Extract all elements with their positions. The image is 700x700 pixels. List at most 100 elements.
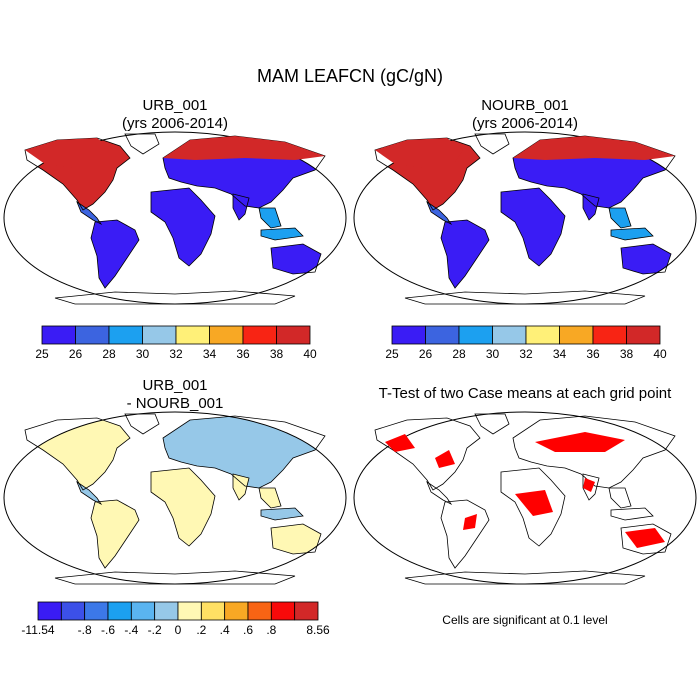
colorbar-swatch-urb-1: [75, 325, 110, 345]
colorbar-swatch-diff-9: [247, 601, 272, 621]
coastline-india-nourb: [582, 193, 600, 221]
colorbar-label-nourb-5: 34: [553, 347, 567, 361]
colorbar-swatch-diff-10: [270, 601, 296, 621]
significant-cells-2: [463, 514, 477, 530]
coastline-india-urb: [232, 193, 250, 221]
colorbar-swatch-urb-2: [108, 325, 143, 345]
globe-border-nourb: [353, 131, 697, 305]
coastline-antarctica-diff: [54, 570, 296, 585]
grid-cells-diff: [25, 416, 325, 568]
colorbar-label-nourb-8: 40: [653, 347, 667, 361]
colorbar-label-diff-5: 0: [175, 623, 182, 637]
cells-australia-nourb: [621, 244, 671, 274]
cells-indonesia-diff: [261, 508, 303, 520]
colorbar-swatch-nourb-3: [492, 325, 527, 345]
colorbar-label-urb-6: 36: [236, 347, 250, 361]
coastline-australia-diff: [270, 523, 322, 555]
coastline-africa-ttest: [500, 467, 566, 547]
coastline-north-america-diff: [24, 417, 131, 491]
cells-south-america-urb: [91, 220, 139, 288]
cells-southeast-asia-diff: [259, 488, 281, 508]
colorbar-swatch-diff-11: [294, 601, 319, 621]
coastline-south-america-diff: [90, 499, 140, 569]
boreal-na-1: [375, 138, 463, 168]
colorbar-swatch-urb-5: [209, 325, 244, 345]
colorbar-label-urb-2: 28: [102, 347, 116, 361]
colorbar-label-nourb-0: 25: [385, 347, 399, 361]
panel2-subtitle: (yrs 2006-2014): [472, 115, 578, 132]
coastline-europe-asia-diff: [162, 415, 326, 489]
significant-cells-4: [515, 490, 553, 516]
colorbar-difference: -11.54 -.8 -.6 -.4 -.2 0 .2 .4 .6 .8 8.56: [21, 601, 330, 637]
colorbar-urb-001: 25 26 28 30 32 34 36 38 40: [35, 325, 317, 361]
significant-cells-0: [385, 434, 415, 452]
cells-central-america-nourb: [427, 202, 451, 224]
colorbar-label-nourb-1: 26: [419, 347, 433, 361]
cells-indonesia-nourb: [611, 228, 653, 240]
coastline-indonesia-diff: [260, 507, 304, 521]
coastline-south-america-urb: [90, 219, 140, 289]
cells-southeast-asia-ttest: [609, 488, 631, 508]
coastline-southeast-asia-urb: [258, 207, 282, 229]
colorbar-label-urb-3: 30: [136, 347, 150, 361]
colorbar-label-diff-7: .4: [220, 623, 230, 637]
cells-indonesia-urb: [261, 228, 303, 240]
panel1-subtitle: (yrs 2006-2014): [122, 115, 228, 132]
cells-indonesia-ttest: [611, 508, 653, 520]
colorbar-label-urb-5: 34: [203, 347, 217, 361]
coastline-southeast-asia-ttest: [608, 487, 632, 509]
coastline-europe-asia-nourb: [512, 135, 676, 209]
coastline-south-america-ttest: [440, 499, 490, 569]
coastline-central-america-urb: [76, 200, 103, 226]
boreal-na-0: [25, 138, 113, 168]
coastline-africa-urb: [150, 187, 216, 267]
colorbar-swatch-nourb-2: [458, 325, 493, 345]
coastline-australia-ttest: [620, 523, 672, 555]
coastline-central-america-diff: [76, 480, 103, 506]
cells-africa-nourb: [501, 188, 565, 266]
coastline-central-america-nourb: [426, 200, 453, 226]
colorbar-swatch-diff-3: [107, 601, 132, 621]
figure-title: MAM LEAFCN (gC/gN): [257, 66, 443, 86]
panel3-title: URB_001: [142, 377, 207, 394]
colorbar-label-urb-4: 32: [169, 347, 183, 361]
colorbar-label-nourb-4: 32: [519, 347, 533, 361]
panel4-note: Cells are significant at 0.1 level: [442, 613, 607, 627]
panel3-subtitle: - NOURB_001: [127, 395, 224, 412]
globe-border-diff: [3, 411, 347, 585]
colorbar-label-nourb-6: 36: [586, 347, 600, 361]
significant-cells-3: [535, 432, 625, 452]
coastline-australia-urb: [270, 243, 322, 275]
map-ttest: [353, 411, 697, 585]
colorbar-label-diff-1: -.8: [78, 623, 92, 637]
coastline-antarctica-nourb: [404, 290, 646, 305]
significant-cells-6: [583, 478, 595, 492]
cells-southeast-asia-nourb: [609, 208, 631, 228]
coastline-greenland-ttest: [474, 413, 510, 435]
colorbar-swatch-diff-4: [130, 601, 156, 621]
panel2-title: NOURB_001: [481, 97, 569, 114]
coastline-antarctica-urb: [54, 290, 296, 305]
boreal-eurasia-0: [163, 136, 325, 160]
coastline-south-america-nourb: [440, 219, 490, 289]
colorbar-swatch-urb-6: [242, 325, 277, 345]
globe-border-ttest: [353, 411, 697, 585]
coastline-central-america-ttest: [426, 480, 453, 506]
coastline-indonesia-nourb: [610, 227, 654, 241]
cells-central-america-diff: [77, 482, 101, 504]
coastline-indonesia-ttest: [610, 507, 654, 521]
globe-border-urb: [3, 131, 347, 305]
colorbar-swatch-nourb-4: [525, 325, 560, 345]
significant-cells-1: [435, 450, 455, 468]
colorbar-swatch-diff-2: [84, 601, 109, 621]
colorbar-label-diff-8: .6: [243, 623, 253, 637]
colorbar-label-nourb-2: 28: [452, 347, 466, 361]
colorbar-swatch-nourb-5: [559, 325, 594, 345]
coastline-southeast-asia-diff: [258, 487, 282, 509]
cells-australia-urb: [271, 244, 321, 274]
coastline-north-america-nourb: [374, 137, 481, 211]
colorbar-swatch-diff-5: [154, 601, 179, 621]
coastline-australia-nourb: [620, 243, 672, 275]
colorbar-swatch-nourb-6: [592, 325, 627, 345]
